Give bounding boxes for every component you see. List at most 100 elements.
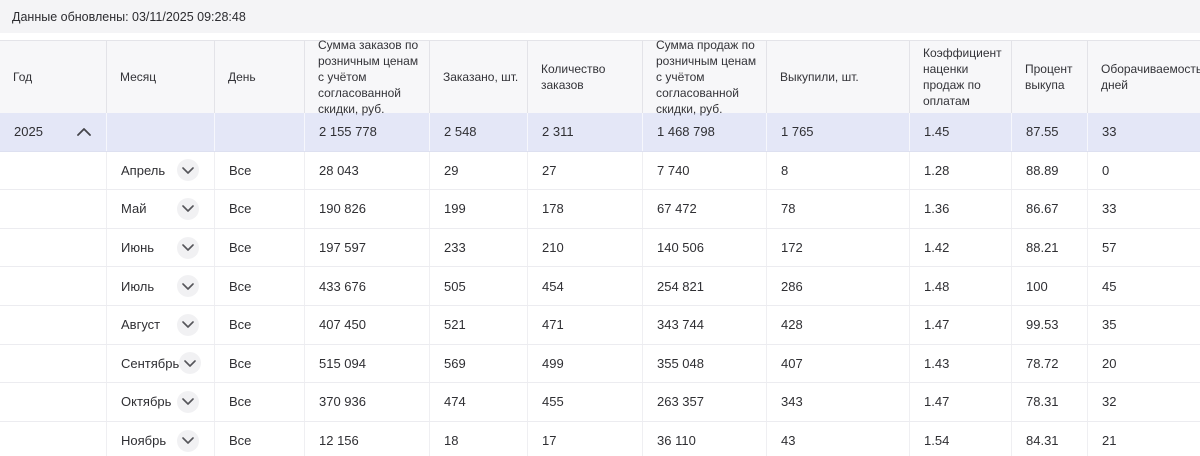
status-bar: Данные обновлены: 03/11/2025 09:28:48 [0,0,1200,33]
month-label: Апрель [121,162,166,178]
col-header-buyout-pct: Процент выкупа [1012,41,1088,113]
month-cell-empty [107,113,215,151]
markup-coef-cell: 1.48 [910,267,1012,305]
buyout-pct-cell: 87.55 [1012,113,1088,151]
year-cell: 2025 [0,113,107,151]
sales-sum-cell: 140 506 [643,228,767,267]
ordered-qty-cell: 233 [430,228,528,267]
year-cell-empty [0,383,107,421]
col-header-sales-sum: Сумма продаж по розничным ценам с учётом… [643,38,767,116]
ordered-qty-cell: 521 [430,305,528,344]
sales-sum-cell: 343 744 [643,305,767,344]
day-cell-empty [215,113,305,151]
buyout-pct-cell: 100 [1012,267,1088,305]
month-label: Август [121,317,161,333]
year-cell-empty [0,190,107,228]
markup-coef-cell: 1.36 [910,190,1012,228]
month-cell: Октябрь [107,383,215,421]
month-label: Июнь [121,240,155,256]
day-cell: Все [215,383,305,421]
turnover-days-cell: 33 [1102,124,1117,140]
col-header-turnover-days: Оборачиваемость, дней [1101,61,1200,92]
turnover-days-cell: 0 [1102,162,1110,178]
month-row: Октябрь Все 370 936 474 455 263 357 343 … [0,383,1200,422]
order-sum-cell: 433 676 [305,267,430,305]
month-dropdown-chevron-icon[interactable] [177,236,199,259]
markup-coef-cell: 1.42 [910,228,1012,267]
sales-sum-cell: 36 110 [643,421,767,456]
turnover-days-cell: 45 [1102,278,1117,294]
sales-sum-cell: 7 740 [643,151,767,190]
order-sum-cell: 190 826 [305,190,430,228]
day-cell: Все [215,305,305,344]
turnover-days-cell: 33 [1102,201,1117,217]
ordered-qty-cell: 18 [430,421,528,456]
month-dropdown-chevron-icon[interactable] [177,390,199,413]
month-label: Май [121,201,147,217]
markup-coef-cell: 1.28 [910,151,1012,190]
order-sum-cell: 197 597 [305,228,430,267]
year-cell-empty [0,267,107,305]
order-count-cell: 499 [528,344,643,383]
day-cell: Все [215,344,305,383]
turnover-days-cell: 35 [1102,317,1117,333]
bought-qty-cell: 172 [767,228,910,267]
sales-sum-cell: 254 821 [643,267,767,305]
collapse-chevron-up-icon[interactable] [77,127,91,136]
year-cell-empty [0,344,107,383]
month-cell: Апрель [107,151,215,190]
markup-coef-cell: 1.54 [910,421,1012,456]
day-cell: Все [215,151,305,190]
month-cell: Май [107,190,215,228]
month-dropdown-chevron-icon[interactable] [177,313,199,336]
month-dropdown-chevron-icon[interactable] [177,159,199,182]
col-header-year: Год [0,41,107,113]
month-dropdown-chevron-icon[interactable] [179,352,202,375]
month-dropdown-chevron-icon[interactable] [177,429,199,452]
col-header-ordered-qty: Заказано, шт. [430,41,528,113]
month-row: Апрель Все 28 043 29 27 7 740 8 1.28 88.… [0,151,1200,191]
buyout-pct-cell: 88.89 [1012,151,1088,190]
ordered-qty-cell: 474 [430,383,528,421]
markup-coef-cell: 1.43 [910,344,1012,383]
buyout-pct-cell: 78.31 [1012,383,1088,421]
order-sum-cell: 370 936 [305,383,430,421]
turnover-days-cell: 20 [1102,355,1117,371]
order-sum-cell: 12 156 [305,421,430,456]
buyout-pct-cell: 84.31 [1012,421,1088,456]
markup-coef-cell: 1.47 [910,305,1012,344]
day-cell: Все [215,421,305,456]
order-count-cell: 17 [528,421,643,456]
month-label: Октябрь [121,394,172,410]
sales-sum-cell: 355 048 [643,344,767,383]
month-row: Май Все 190 826 199 178 67 472 78 1.36 8… [0,190,1200,229]
bought-qty-cell: 43 [767,421,910,456]
month-row: Июль Все 433 676 505 454 254 821 286 1.4… [0,267,1200,306]
order-count-cell: 2 311 [528,113,643,151]
day-cell: Все [215,190,305,228]
order-sum-cell: 407 450 [305,305,430,344]
table-body: Апрель Все 28 043 29 27 7 740 8 1.28 88.… [0,151,1200,456]
month-label: Сентябрь [121,355,180,371]
col-header-day: День [215,41,305,113]
bought-qty-cell: 343 [767,383,910,421]
order-count-cell: 454 [528,267,643,305]
buyout-pct-cell: 88.21 [1012,228,1088,267]
pivot-table: Год Месяц День Сумма заказов по розничны… [0,38,1200,456]
col-header-order-count: Количество заказов [528,41,643,113]
month-cell: Ноябрь [107,421,215,456]
month-dropdown-chevron-icon[interactable] [177,197,199,220]
bought-qty-cell: 78 [767,190,910,228]
order-count-cell: 178 [528,190,643,228]
year-cell-empty [0,421,107,456]
month-dropdown-chevron-icon[interactable] [177,275,199,298]
order-count-cell: 455 [528,383,643,421]
year-summary-row: 2025 2 155 778 2 548 2 311 1 468 798 1 7… [0,113,1200,152]
markup-coef-cell: 1.47 [910,383,1012,421]
month-row: Ноябрь Все 12 156 18 17 36 110 43 1.54 8… [0,421,1200,456]
bought-qty-cell: 286 [767,267,910,305]
bought-qty-cell: 8 [767,151,910,190]
ordered-qty-cell: 505 [430,267,528,305]
turnover-days-cell: 32 [1102,394,1117,410]
col-header-bought-qty: Выкупили, шт. [767,41,910,113]
